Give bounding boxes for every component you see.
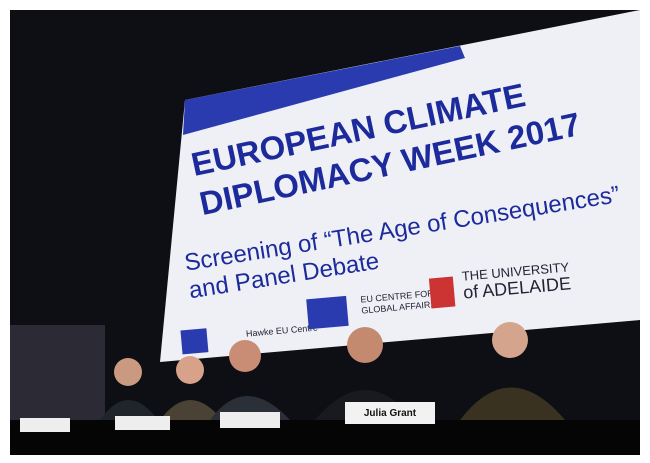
- nameplate: [115, 416, 170, 430]
- eu-flag: [306, 296, 348, 329]
- head: [492, 322, 528, 358]
- eu-flag: [180, 328, 208, 354]
- table: [10, 420, 640, 455]
- nameplate: [20, 418, 70, 432]
- nameplate-label: Julia Grant: [364, 408, 417, 419]
- crest: [429, 277, 456, 309]
- banner: [10, 325, 105, 425]
- photo: EUROPEAN CLIMATE DIPLOMACY WEEK 2017 Scr…: [0, 0, 650, 463]
- head: [229, 340, 261, 372]
- nameplate: [220, 412, 280, 428]
- head: [176, 356, 204, 384]
- head: [114, 358, 142, 386]
- head: [347, 327, 383, 363]
